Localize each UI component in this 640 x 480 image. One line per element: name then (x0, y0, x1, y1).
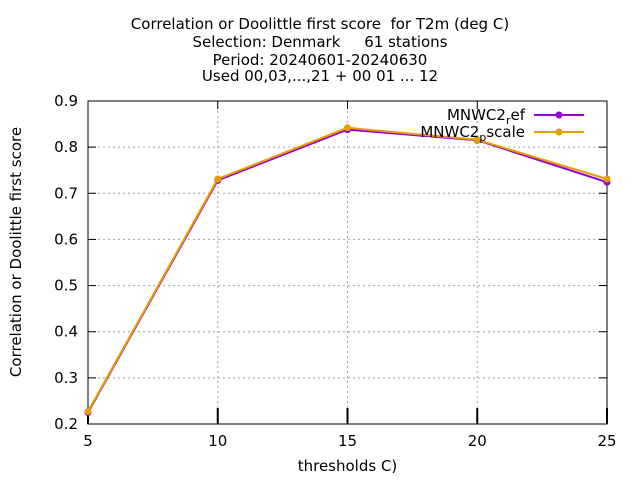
series-layer (84, 124, 611, 416)
legend-swatch-point (555, 128, 563, 136)
x-tick-label: 25 (597, 432, 616, 450)
x-tick-labels: 5 10 15 20 25 (83, 432, 616, 450)
x-axis-label: thresholds C) (297, 457, 398, 475)
chart-title-line-4: Used 00,03,...,21 + 00 01 ... 12 (201, 67, 439, 85)
legend-label: MNWC2pscale (420, 123, 525, 144)
chart-title-line-3: Period: 20240601-20240630 (212, 51, 428, 69)
legend-label: MNWC2ref (447, 106, 526, 127)
y-tick-labels: 0.2 0.3 0.4 0.5 0.6 0.7 0.8 0.9 (54, 92, 78, 433)
chart-title-line-2: Selection: Denmark 61 stations (192, 33, 448, 51)
x-tick-label: 20 (468, 432, 487, 450)
plot-frame (87, 100, 608, 425)
legend-swatch-point (555, 111, 563, 119)
data-point (603, 175, 611, 183)
y-tick-label: 0.9 (54, 92, 78, 110)
data-point (473, 136, 481, 144)
y-tick-label: 0.4 (54, 323, 78, 341)
data-point (214, 175, 222, 183)
series-line (87, 126, 608, 413)
data-point (84, 408, 92, 416)
x-tick-label: 5 (83, 432, 93, 450)
grid-lines (88, 101, 607, 424)
y-tick-label: 0.3 (54, 369, 78, 387)
x-tick-label: 15 (338, 432, 357, 450)
y-axis-label: Correlation or Doolittle first score (7, 126, 25, 378)
x-tick-label: 10 (208, 432, 227, 450)
y-tick-label: 0.2 (54, 415, 78, 433)
chart-title-line-1: Correlation or Doolittle first score for… (130, 15, 510, 33)
y-tick-label: 0.8 (54, 138, 78, 156)
data-point (344, 124, 351, 132)
y-tick-label: 0.7 (54, 184, 78, 202)
y-tick-label: 0.6 (54, 230, 78, 248)
y-tick-label: 0.5 (54, 277, 78, 295)
